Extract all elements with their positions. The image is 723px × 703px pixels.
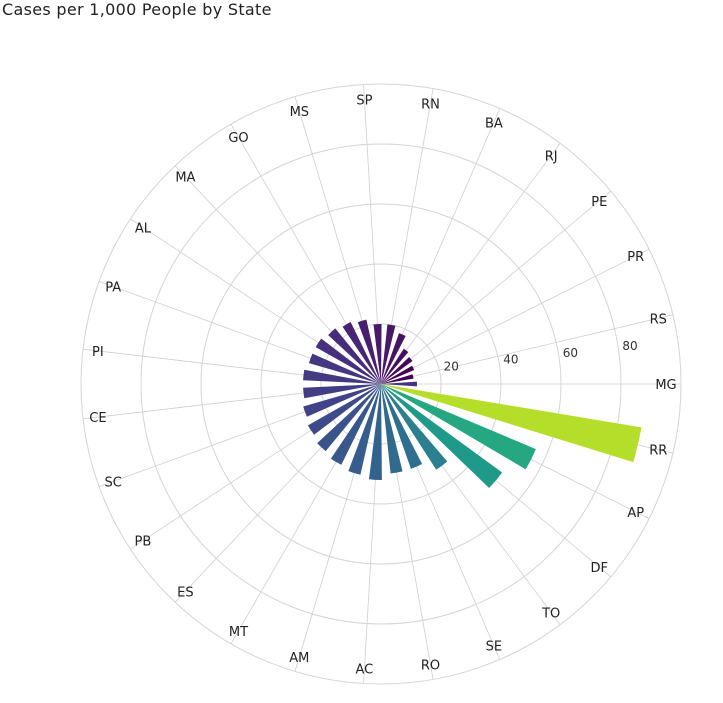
state-label-pe: PE (591, 195, 607, 210)
state-label-ma: MA (175, 171, 195, 186)
bar-rr (381, 384, 642, 463)
state-label-rj: RJ (545, 149, 558, 164)
radial-ticks: 20 40 60 80 (444, 339, 638, 374)
tick-label-40: 40 (503, 353, 518, 367)
state-label-am: AM (289, 651, 309, 666)
spoke-rj (380, 143, 561, 385)
state-label-ba: BA (485, 116, 503, 131)
state-label-pi: PI (92, 345, 104, 360)
state-label-se: SE (486, 640, 502, 655)
state-labels: MG RR AP DF TO SE RO AC AM MT ES PB SC CE PI PA AL MA GO MS… (89, 94, 676, 678)
state-label-sc: SC (105, 476, 122, 491)
bar-to (381, 384, 448, 470)
bar-df (381, 384, 503, 488)
tick-label-20: 20 (444, 360, 459, 374)
state-label-sp: SP (356, 94, 372, 109)
bar-ro (381, 384, 403, 474)
spoke-rs (380, 314, 673, 385)
bar-go (342, 322, 381, 384)
bar-rj (381, 348, 409, 384)
state-label-pa: PA (105, 281, 121, 296)
bar-ma (328, 328, 381, 384)
bar-pr (381, 365, 415, 384)
state-label-es: ES (177, 585, 193, 600)
bar-mt (330, 384, 381, 465)
spoke-pr (380, 249, 650, 385)
state-label-mg: MG (655, 378, 676, 393)
state-label-mt: MT (229, 625, 248, 640)
bar-ap (381, 384, 536, 470)
bar-al (315, 338, 381, 384)
bar-sc (303, 384, 381, 417)
bar-ba (381, 333, 406, 384)
bar-mg (381, 381, 418, 387)
bar-ac (368, 384, 382, 481)
bar-ce (303, 384, 381, 399)
state-label-pr: PR (627, 250, 644, 265)
state-label-ce: CE (89, 411, 106, 426)
state-label-ms: MS (290, 105, 309, 120)
bar-es (317, 384, 381, 452)
bar-pb (307, 384, 381, 435)
bar-pi (303, 369, 381, 384)
state-label-ac: AC (356, 663, 374, 678)
bar-sp (373, 323, 382, 384)
bars (303, 319, 642, 488)
state-label-ro: RO (421, 659, 440, 674)
state-label-pb: PB (135, 535, 152, 550)
bar-ms (357, 319, 381, 384)
state-label-al: AL (135, 221, 152, 236)
state-label-rn: RN (421, 97, 440, 112)
bar-rn (381, 324, 396, 384)
state-label-go: GO (228, 131, 248, 146)
tick-label-80: 80 (622, 339, 637, 353)
state-label-to: TO (541, 607, 560, 622)
bar-se (381, 384, 423, 469)
spoke-pe (380, 190, 612, 385)
bar-rs (381, 374, 414, 384)
bar-pe (381, 356, 413, 384)
state-label-ap: AP (627, 506, 644, 521)
state-label-rr: RR (649, 444, 667, 459)
chart-title: Cases per 1,000 People by State (2, 0, 272, 19)
bar-am (348, 384, 381, 475)
bar-pa (308, 353, 381, 384)
state-label-rs: RS (650, 312, 667, 327)
tick-label-60: 60 (563, 346, 578, 360)
state-label-df: DF (591, 561, 609, 576)
